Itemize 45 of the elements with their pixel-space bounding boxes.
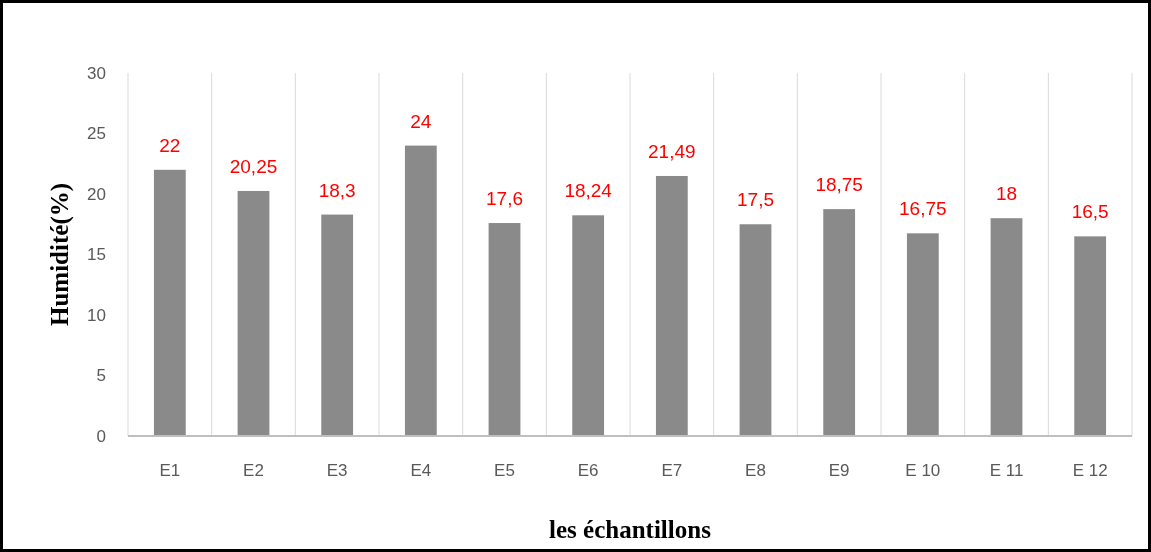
data-label: 16,5 [1071,201,1109,223]
data-label: 22 [159,134,181,156]
x-tick-label: E 11 [989,461,1024,480]
x-tick-label: E4 [410,461,432,480]
bar [321,214,354,436]
data-label: 24 [410,110,432,132]
bar [739,224,772,436]
bar [990,218,1023,436]
bar [237,190,270,436]
bar [404,145,437,436]
data-label: 21,49 [648,140,696,162]
bar [488,223,521,436]
y-axis-title: Humidité(%) [46,182,74,327]
x-tick-label: E9 [828,461,850,480]
data-label: 18 [995,183,1018,205]
bar [153,169,186,436]
bar [823,209,856,436]
y-tick-label: 10 [87,305,106,325]
data-label: 20,25 [229,155,278,177]
x-tick-label: E6 [577,461,599,480]
x-tick-label: E7 [661,461,683,480]
x-tick-label: E3 [326,461,348,480]
x-tick-label: E 10 [905,461,941,480]
x-tick-label: E8 [745,461,766,480]
data-label: 18,75 [815,174,863,196]
data-label: 17,5 [737,189,774,211]
y-tick-label: 15 [87,245,106,265]
data-label: 18,3 [318,179,356,201]
data-label: 16,75 [899,198,947,220]
x-axis-title: les échantillons [549,516,712,543]
bar [572,215,605,436]
y-tick-label: 5 [96,366,106,386]
x-tick-label: E 12 [1072,461,1108,480]
y-tick-label: 0 [96,426,106,446]
y-tick-label: 30 [87,63,106,83]
bar [655,175,688,436]
y-tick-label: 25 [87,124,106,144]
bar [906,233,939,436]
x-tick-label: E5 [494,461,515,480]
data-label: 18,24 [564,180,613,202]
bar [1074,236,1107,436]
data-label: 17,6 [486,188,523,210]
y-tick-label: 20 [87,184,106,204]
x-tick-label: E2 [243,461,264,480]
x-tick-label: E1 [159,461,181,480]
